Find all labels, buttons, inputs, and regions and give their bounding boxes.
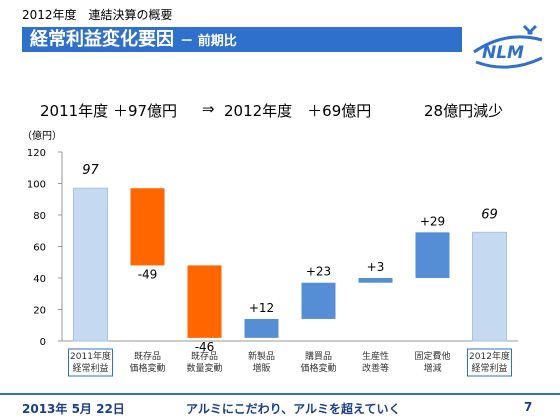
total-bar bbox=[73, 187, 108, 342]
y-unit-label: （億円） bbox=[22, 131, 62, 142]
total-bar bbox=[472, 231, 507, 342]
x-tick-label: 2012年度 bbox=[469, 350, 510, 362]
increase-bar bbox=[244, 318, 279, 338]
y-tick-label: 20 bbox=[33, 306, 46, 317]
decrease-bar bbox=[130, 188, 165, 266]
footer-divider bbox=[0, 393, 560, 395]
summary-arrow: ⇒ bbox=[202, 100, 215, 118]
summary-2012: 2012年度 ＋69億円 bbox=[224, 102, 372, 120]
x-tick-label: 2011年度 bbox=[70, 350, 111, 362]
x-tick-label: 購買品 bbox=[305, 350, 332, 362]
company-logo: NLM bbox=[473, 24, 543, 69]
x-tick-label: 増販 bbox=[252, 362, 270, 374]
data-label: -49 bbox=[138, 267, 158, 281]
increase-bar bbox=[301, 282, 336, 319]
x-tick-label: 増減 bbox=[423, 362, 441, 374]
footer-date: 2013年 5月 22日 bbox=[22, 402, 125, 416]
increase-bar bbox=[415, 232, 450, 278]
x-tick-label: 既存品 bbox=[134, 350, 161, 362]
increase-bar bbox=[358, 278, 393, 283]
y-tick-label: 60 bbox=[33, 243, 46, 254]
data-label: +23 bbox=[306, 265, 331, 279]
decrease-bar bbox=[187, 265, 222, 338]
data-label: -46 bbox=[195, 340, 215, 354]
x-tick-label: 数量変動 bbox=[186, 362, 222, 374]
data-label: +3 bbox=[367, 260, 385, 274]
waterfall-chart: 020406080100120972011年度経常利益-49既存品価格変動-46… bbox=[27, 148, 518, 377]
x-tick-label: 価格変動 bbox=[300, 362, 336, 374]
y-tick-label: 0 bbox=[40, 337, 46, 348]
x-tick-label: 既存品 bbox=[191, 350, 218, 362]
page-number: 7 bbox=[524, 400, 533, 414]
slide-title-main: 経常利益変化要因 bbox=[30, 29, 174, 50]
data-label: 97 bbox=[82, 163, 99, 178]
slide-title: 経常利益変化要因 － 前期比 bbox=[30, 28, 237, 54]
title-banner bbox=[22, 27, 462, 52]
slide-subtitle: － 前期比 bbox=[180, 34, 237, 49]
summary-2011: 2011年度 ＋97億円 bbox=[40, 102, 178, 120]
footer-slogan: アルミにこだわり、アルミを超えていく bbox=[186, 402, 401, 416]
data-label: 69 bbox=[481, 207, 498, 222]
y-tick-label: 40 bbox=[33, 274, 46, 285]
y-tick-label: 120 bbox=[27, 148, 46, 159]
x-tick-label: 生産性 bbox=[362, 350, 389, 362]
logo-text: NLM bbox=[482, 43, 524, 63]
section-label: 2012年度 連結決算の概要 bbox=[22, 8, 173, 22]
category-label-box bbox=[467, 348, 512, 377]
y-tick-label: 80 bbox=[33, 211, 46, 222]
x-tick-label: 経常利益 bbox=[471, 362, 507, 374]
summary-diff: 28億円減少 bbox=[424, 102, 504, 120]
x-tick-label: 改善等 bbox=[362, 362, 389, 374]
y-tick-label: 100 bbox=[27, 180, 46, 191]
data-label: +12 bbox=[249, 301, 274, 315]
x-tick-label: 固定費他 bbox=[414, 350, 450, 362]
x-tick-label: 新製品 bbox=[248, 350, 275, 362]
x-tick-label: 価格変動 bbox=[129, 362, 165, 374]
x-tick-label: 経常利益 bbox=[72, 362, 108, 374]
category-label-box bbox=[68, 348, 113, 377]
data-label: +29 bbox=[420, 214, 445, 228]
